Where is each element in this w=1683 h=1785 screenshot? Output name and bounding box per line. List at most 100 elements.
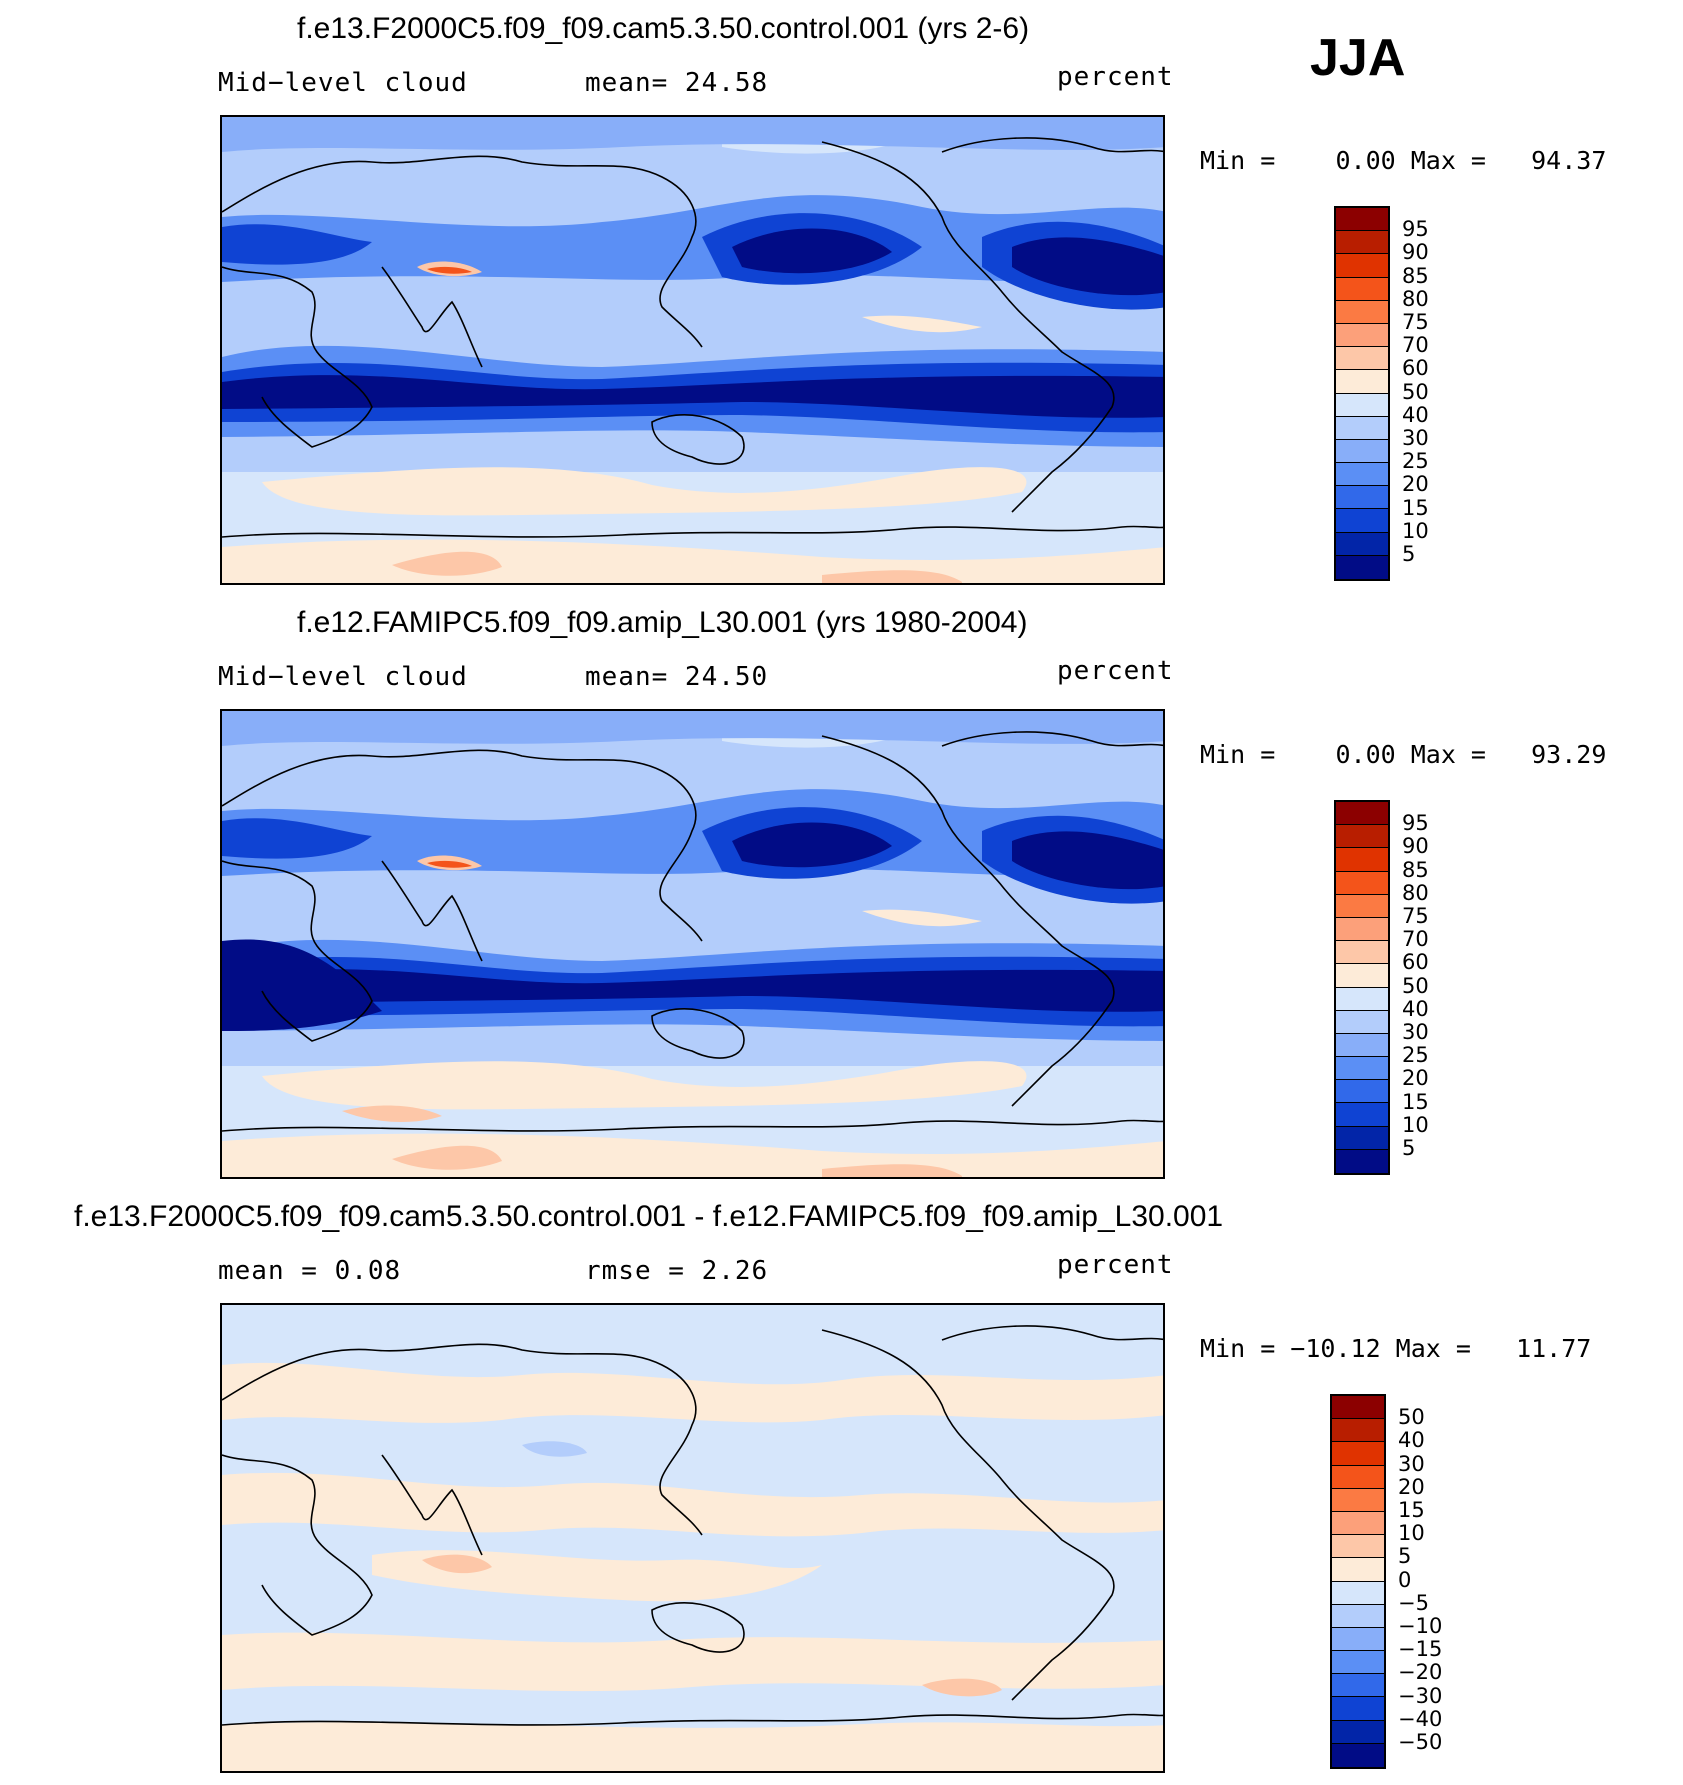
- panel-2-units: percent: [1057, 656, 1174, 686]
- colorbar-tick-label: −5: [1398, 1590, 1429, 1615]
- coastline: [222, 525, 1163, 538]
- colorbar-swatch: [1336, 917, 1388, 942]
- colorbar-swatch: [1336, 1010, 1388, 1034]
- coastline: [222, 749, 703, 942]
- colorbar-swatch: [1332, 1743, 1384, 1767]
- colorbar-swatch: [1336, 347, 1388, 371]
- colorbar-tick-label: −20: [1398, 1660, 1443, 1685]
- contour-region: [392, 1145, 502, 1170]
- colorbar-swatch: [1332, 1697, 1384, 1721]
- contour-region: [262, 467, 1027, 516]
- contour-region: [1012, 237, 1163, 296]
- colorbar-tick-label: 5: [1398, 1544, 1412, 1569]
- colorbar-tick-label: 40: [1398, 1428, 1425, 1453]
- contour-region: [222, 1722, 1163, 1771]
- colorbar-tick-label: 10: [1402, 1112, 1429, 1137]
- contour-region: [732, 822, 892, 868]
- colorbar-tick-label: 40: [1402, 402, 1429, 427]
- colorbar-swatch: [1336, 987, 1388, 1011]
- panel-3-title: f.e13.F2000C5.f09_f09.cam5.3.50.control.…: [74, 1200, 1224, 1233]
- colorbar-swatch: [1336, 1057, 1388, 1081]
- colorbar-tick-label: 0: [1398, 1567, 1412, 1592]
- colorbar-box: [1334, 800, 1390, 1175]
- colorbar-tick-label: 15: [1402, 1089, 1429, 1114]
- contour-region: [262, 1061, 1027, 1110]
- colorbar-swatch: [1336, 825, 1388, 849]
- contour-region: [222, 939, 382, 1031]
- coastline: [381, 1454, 483, 1556]
- panel-1-map: [220, 115, 1165, 585]
- coastline: [651, 1008, 745, 1059]
- colorbar-tick-label: 25: [1402, 449, 1429, 474]
- colorbar-tick-label: 15: [1402, 495, 1429, 520]
- contour-region: [427, 266, 472, 274]
- colorbar-tick-label: 95: [1402, 811, 1429, 836]
- season-label: JJA: [1310, 29, 1406, 87]
- panel-1-units: percent: [1057, 62, 1174, 92]
- colorbar-swatch: [1336, 964, 1388, 988]
- colorbar-swatch: [1336, 370, 1388, 394]
- colorbar-tick-label: −40: [1398, 1706, 1443, 1731]
- colorbar-swatch: [1332, 1581, 1384, 1605]
- colorbar-tick-label: 10: [1402, 518, 1429, 543]
- panel-3-map: [220, 1303, 1165, 1773]
- colorbar-swatch: [1336, 1126, 1388, 1150]
- colorbar-tick-label: 25: [1402, 1043, 1429, 1068]
- coastline: [381, 266, 483, 368]
- contour-region: [222, 711, 1163, 746]
- colorbar-swatch: [1332, 1535, 1384, 1559]
- colorbar-tick-label: −15: [1398, 1637, 1443, 1662]
- colorbar-swatch: [1336, 509, 1388, 533]
- panel-3-mean: mean = 0.08: [218, 1256, 402, 1286]
- contour-region: [1012, 831, 1163, 890]
- contour-region: [922, 1678, 1002, 1697]
- colorbar-swatch: [1336, 486, 1388, 510]
- contour-region: [222, 224, 372, 265]
- colorbar-box: [1330, 1394, 1386, 1769]
- colorbar-tick-label: −50: [1398, 1730, 1443, 1754]
- contour-region: [427, 860, 472, 868]
- contour-region: [222, 789, 1163, 876]
- contour-region: [222, 969, 1163, 1012]
- contour-region: [222, 117, 1163, 152]
- colorbar-tick-label: 10: [1398, 1521, 1425, 1546]
- colorbar-swatch: [1336, 802, 1388, 826]
- contour-region: [222, 195, 1163, 282]
- colorbar-swatch: [1336, 1103, 1388, 1127]
- colorbar-swatch: [1336, 941, 1388, 965]
- panel-3-units: percent: [1057, 1250, 1174, 1280]
- contour-region: [822, 1164, 962, 1177]
- colorbar-swatch: [1336, 1080, 1388, 1104]
- colorbar-tick-label: 20: [1402, 1066, 1429, 1091]
- colorbar-swatch: [1336, 871, 1388, 895]
- panel-2-map: [220, 709, 1165, 1179]
- colorbar-swatch: [1336, 555, 1388, 579]
- colorbar-swatch: [1332, 1558, 1384, 1582]
- colorbar-swatch: [1332, 1651, 1384, 1675]
- panel-3-minmax: Min = −10.12 Max = 11.77: [1200, 1334, 1592, 1363]
- contour-region: [222, 1632, 1163, 1692]
- colorbar-tick-label: 75: [1402, 310, 1429, 334]
- colorbar-tick-label: 90: [1402, 240, 1429, 265]
- panel-1-mean: mean= 24.58: [585, 68, 769, 98]
- colorbar-swatch: [1336, 393, 1388, 417]
- colorbar-tick-label: 60: [1402, 950, 1429, 975]
- panel-1-minmax: Min = 0.00 Max = 94.37: [1200, 146, 1607, 175]
- coastline: [381, 860, 483, 962]
- contour-region: [222, 375, 1163, 418]
- colorbar-tick-label: 70: [1402, 927, 1429, 952]
- panel-1-variable: Mid−level cloud: [218, 68, 468, 98]
- colorbar-swatch: [1332, 1511, 1384, 1536]
- coastline: [222, 1713, 1163, 1726]
- colorbar-box: [1334, 206, 1390, 581]
- colorbar-swatch: [1332, 1396, 1384, 1420]
- coastline: [821, 1329, 1115, 1701]
- contour-region: [862, 315, 982, 333]
- colorbar-swatch: [1336, 416, 1388, 440]
- contour-region: [222, 1472, 1163, 1537]
- colorbar-tick-label: 30: [1398, 1451, 1425, 1476]
- colorbar-swatch: [1332, 1674, 1384, 1698]
- colorbar-swatch: [1332, 1442, 1384, 1466]
- colorbar-tick-label: 30: [1402, 426, 1429, 450]
- colorbar-tick-label: 20: [1398, 1474, 1425, 1499]
